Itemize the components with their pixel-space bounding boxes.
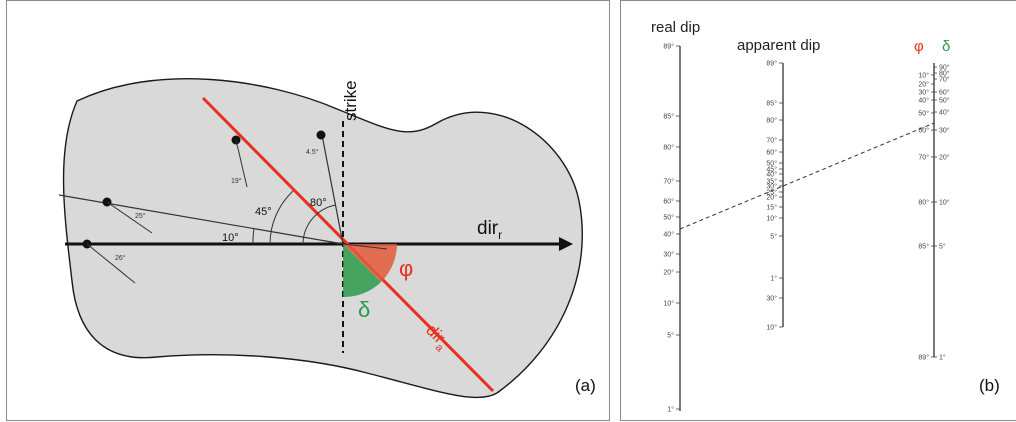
real-dip-tick-label: 80° <box>663 144 674 152</box>
apparent-dip-tick-label: 10° <box>766 215 777 223</box>
phi-tick-label: 50° <box>918 110 929 118</box>
apparent-dip-tick-label: 15° <box>766 204 777 212</box>
real-dip-tick-label: 40° <box>663 231 674 239</box>
panel-a-diagram: strike 10° 45° 80° 4.5° 19° 25° 26° dirr… <box>6 0 610 421</box>
delta-tick-label: 5° <box>939 243 946 251</box>
apparent-dip-tick-label: 5° <box>770 233 777 241</box>
solution-line <box>679 122 935 230</box>
apparent-dip-tick-label: 30° <box>766 183 777 191</box>
real-dip-tick-label: 85° <box>663 113 674 121</box>
delta-tick-label: 60° <box>939 89 950 97</box>
phi-title: φ <box>914 38 924 55</box>
apparent-dip-tick-label: 70° <box>766 137 777 145</box>
phi-tick-label: 85° <box>918 243 929 251</box>
panel-a-label: (a) <box>575 376 596 395</box>
delta-symbol: δ <box>358 297 370 322</box>
real-dip-ticks: 89° 85° 80° 70° 60° 50° 40° 30° 20° 10° 5° 1° <box>663 43 680 414</box>
phi-tick-label: 20° <box>918 81 929 89</box>
apparent-dip-tick-label: 25° <box>766 189 777 197</box>
dip-4-5-label: 4.5° <box>306 148 319 156</box>
arc-10 <box>252 227 255 245</box>
arc-45 <box>269 190 294 245</box>
apparent-dip-tick-label: 1° <box>770 275 777 283</box>
real-dip-title: real dip <box>651 19 700 36</box>
apparent-dip-tick-label: 89° <box>766 60 777 68</box>
apparent-dip-tick-label: 45° <box>766 166 777 174</box>
delta-title: δ <box>942 38 950 55</box>
angle-80-label: 80° <box>310 197 327 209</box>
angle-45-label: 45° <box>255 206 272 218</box>
panel-b-svg: real dip apparent dip φ δ 89°85°80°70°60… <box>651 19 1000 414</box>
panel-b-nomogram: real dip apparent dip φ δ 89° 85° 80° 70° 60… <box>620 0 1016 421</box>
real-dip-tick-label: 70° <box>663 178 674 186</box>
phi-tick-label: 89° <box>918 354 929 362</box>
phi-sector <box>343 244 397 282</box>
delta-tick-label: 40° <box>939 109 950 117</box>
apparent-dip-title: apparent dip <box>737 37 820 54</box>
real-dip-tick-label: 89° <box>663 43 674 51</box>
delta-tick-label: 1° <box>939 354 946 362</box>
phi-tick-label: 40° <box>918 97 929 105</box>
phi-ticks: 10°20°30°40° 50° 60° 70° 80° 85° 89° <box>918 72 934 362</box>
dir-r-arrowhead <box>559 237 573 251</box>
apparent-dip-tick-label: 40° <box>766 171 777 179</box>
eighty-degree-line <box>321 134 344 245</box>
angle-10-label: 10° <box>222 232 239 244</box>
panel-a-svg: strike 10° 45° 80° 4.5° 19° 25° 26° dirr… <box>58 78 596 399</box>
real-dip-tick-label: 50° <box>663 214 674 222</box>
rock-outcrop-shape <box>62 78 583 399</box>
delta-tick-label: 30° <box>939 127 950 135</box>
dip-tick-25 <box>106 201 153 234</box>
real-dip-tick-label: 10° <box>663 300 674 308</box>
dip-tick-26 <box>86 243 136 284</box>
real-dip-tick-label: 5° <box>667 332 674 340</box>
delta-sector <box>343 244 381 298</box>
point-4-5 <box>316 130 326 140</box>
dip-tick-19 <box>235 139 248 188</box>
delta-tick-label: 20° <box>939 154 950 162</box>
phi-ref-line <box>342 243 388 250</box>
delta-tick-label: 10° <box>939 199 950 207</box>
apparent-dip-tick-label: 80° <box>766 117 777 125</box>
strike-label: strike <box>341 80 360 121</box>
delta-tick-label: 80° <box>939 70 950 78</box>
apparent-dip-tick-label: 10° <box>766 324 777 332</box>
apparent-dip-tick-label: 35° <box>766 178 777 186</box>
phi-tick-label: 30° <box>918 89 929 97</box>
real-dip-tick-label: 30° <box>663 251 674 259</box>
phi-tick-label: 70° <box>918 154 929 162</box>
phi-symbol: φ <box>399 256 413 281</box>
delta-tick-label: 90° <box>939 64 950 72</box>
real-dip-tick-label: 20° <box>663 269 674 277</box>
dip-19-label: 19° <box>231 177 242 185</box>
apparent-dip-tick-label: 20° <box>766 194 777 202</box>
real-dip-tick-label: 60° <box>663 198 674 206</box>
delta-ticks: 90°80°70° 60°50° 40° 30° 20° 10° 5° 1° <box>934 64 950 362</box>
apparent-dip-tick-label: 85° <box>766 100 777 108</box>
phi-tick-label: 80° <box>918 199 929 207</box>
phi-tick-label: 60° <box>918 127 929 135</box>
dir-r-label: dirr <box>477 218 502 242</box>
dip-25-label: 25° <box>135 212 146 220</box>
apparent-dip-tick-label: 50° <box>766 160 777 168</box>
panel-b-label: (b) <box>979 376 1000 395</box>
apparent-dip-ticks: 89°85°80°70°60°50°45°40°35°30°25°20°15°1… <box>766 60 783 332</box>
real-dip-tick-label: 1° <box>667 406 674 414</box>
delta-tick-label: 70° <box>939 76 950 84</box>
apparent-dip-tick-label: 30° <box>766 295 777 303</box>
delta-tick-label: 50° <box>939 97 950 105</box>
apparent-dip-tick-label: 60° <box>766 149 777 157</box>
arc-80 <box>302 204 337 245</box>
dip-26-label: 26° <box>115 254 126 262</box>
phi-tick-label: 10° <box>918 72 929 80</box>
